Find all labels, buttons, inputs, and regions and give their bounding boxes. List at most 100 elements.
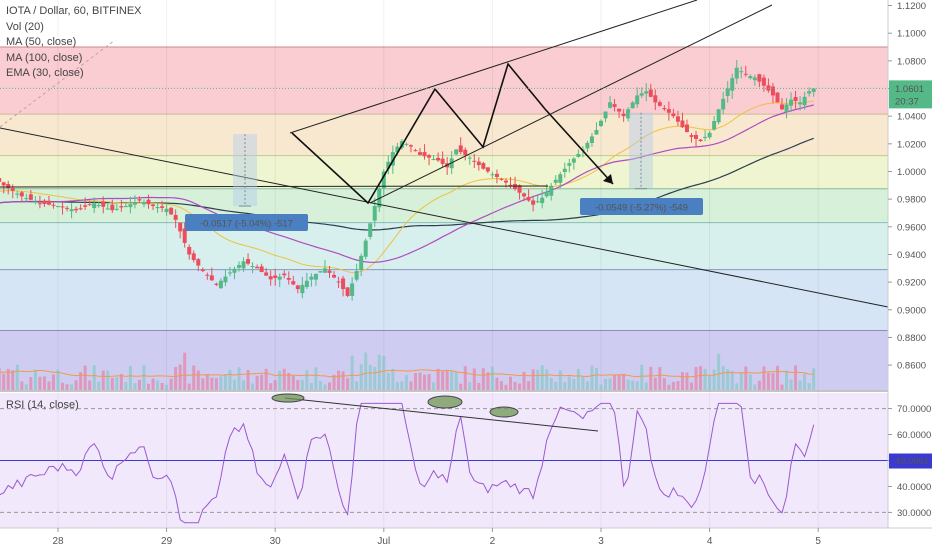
candle — [169, 207, 174, 215]
candle — [65, 207, 70, 209]
volume-bar — [717, 353, 721, 390]
volume-bar — [798, 380, 802, 390]
volume-bar — [278, 370, 282, 390]
candle — [490, 174, 495, 176]
candle — [37, 203, 42, 205]
volume-bar — [165, 384, 169, 390]
trend-line — [289, 0, 698, 134]
rsi-tick-label: 40.0000 — [897, 482, 931, 493]
volume-bar — [454, 371, 458, 390]
volume-bar — [585, 381, 589, 390]
candle — [51, 204, 56, 206]
volume-bar — [11, 370, 15, 390]
candle — [173, 214, 178, 220]
candle — [60, 206, 65, 208]
y-tick-label: 0.8600 — [897, 361, 926, 372]
fib-band — [0, 47, 888, 115]
volume-bar — [187, 383, 191, 390]
candle — [19, 192, 24, 197]
candle — [336, 281, 341, 283]
volume-bar — [174, 367, 178, 390]
volume-bar — [0, 367, 1, 390]
volume-bar — [536, 369, 540, 390]
candle — [123, 206, 128, 208]
candle — [309, 276, 314, 280]
ema30-line — [0, 100, 814, 274]
volume-bar — [631, 380, 635, 390]
candle — [798, 102, 803, 105]
candle — [105, 208, 110, 210]
volume-bar — [400, 381, 404, 390]
volume-bar — [685, 372, 689, 390]
last-price-tag — [889, 80, 932, 109]
candle — [630, 102, 635, 109]
candle — [494, 173, 499, 178]
candle — [734, 67, 739, 79]
candle — [653, 95, 658, 103]
dashed-trend-line — [0, 39, 116, 128]
volume-bar — [156, 380, 160, 390]
candle — [92, 203, 97, 209]
volume-bar — [481, 368, 485, 390]
volume-bar — [762, 366, 766, 390]
candle — [476, 161, 481, 166]
legend-vol: Vol (20) — [6, 20, 44, 33]
rsi-tick-label: 70.0000 — [897, 404, 931, 415]
candle — [223, 276, 228, 283]
countdown-label: 20:37 — [895, 96, 919, 107]
volume-bar — [468, 382, 472, 390]
candle — [28, 194, 33, 200]
volume-bar — [495, 377, 499, 390]
volume-bar — [694, 366, 698, 390]
fib-band — [0, 222, 888, 270]
rsi-value-label: 49.9961 — [895, 456, 929, 467]
candle — [589, 136, 594, 144]
candle — [698, 139, 703, 142]
trend-line — [369, 4, 773, 204]
candle — [209, 275, 214, 281]
volume-bar — [522, 371, 526, 390]
candle — [78, 208, 83, 210]
measure-label-bg — [580, 198, 703, 215]
rsi-value-tag — [889, 453, 932, 469]
candle — [119, 206, 124, 208]
volume-bar — [640, 364, 644, 390]
volume-bar — [251, 383, 255, 390]
candle — [626, 109, 631, 119]
volume-bar — [110, 378, 114, 390]
volume-bar — [545, 369, 549, 390]
candle — [6, 184, 11, 189]
candle — [178, 222, 183, 232]
volume-bar — [604, 378, 608, 390]
volume-bar — [169, 378, 173, 390]
volume-bar — [178, 364, 182, 390]
volume-bar — [432, 382, 436, 390]
volume-ma-line — [0, 369, 814, 378]
volume-bar — [581, 376, 585, 390]
volume-bar — [323, 384, 327, 390]
volume-bar — [346, 378, 350, 390]
candle — [716, 109, 721, 123]
candle — [526, 196, 531, 201]
candle — [531, 200, 536, 205]
volume-bar — [807, 383, 811, 390]
volume-bar — [255, 375, 259, 390]
volume-bar — [219, 376, 223, 390]
volume-bar — [242, 380, 246, 390]
candle — [712, 121, 717, 130]
candle — [273, 275, 278, 278]
candle — [481, 163, 486, 169]
volume-bar — [314, 367, 318, 390]
volume-bar — [463, 366, 467, 390]
volume-bar — [436, 368, 440, 390]
volume-bar — [142, 364, 146, 390]
volume-bar — [690, 382, 693, 390]
x-tick-label: 3 — [598, 536, 604, 547]
candle — [431, 159, 436, 161]
volume-bar — [708, 376, 712, 390]
volume-bar — [721, 365, 725, 390]
volume-bar — [92, 365, 96, 390]
candle — [282, 273, 287, 276]
